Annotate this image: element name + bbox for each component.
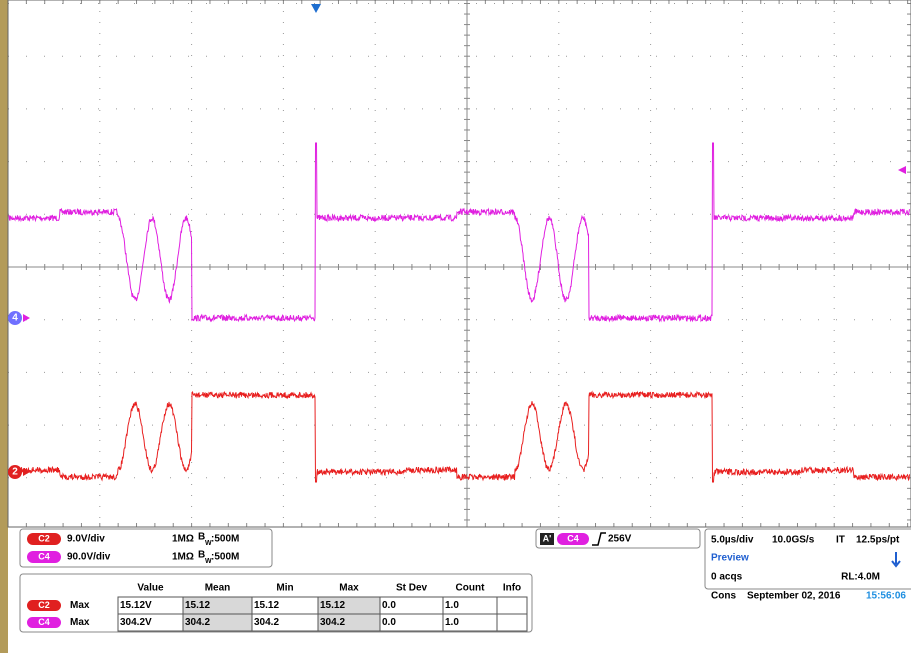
left-strip <box>0 0 8 653</box>
trace <box>8 142 910 323</box>
trigger-level <box>898 166 906 174</box>
cell-value: 304.2 <box>254 617 279 628</box>
acqs: 0 acqs <box>711 572 743 583</box>
cell-value: 304.2V <box>120 617 152 628</box>
time: 15:56:06 <box>866 591 906 602</box>
timebase-scale: 5.0µs/div <box>711 535 754 546</box>
row-badge <box>27 600 61 611</box>
cell-value: 1.0 <box>445 617 459 628</box>
ch4-bw: B <box>198 550 205 561</box>
ch2-arrow <box>23 468 30 476</box>
trigger-source: C4 <box>567 533 579 543</box>
ch2-marker <box>8 465 22 479</box>
cell-value: 304.2 <box>185 617 210 628</box>
screen-border <box>7 0 911 528</box>
measurement-table: Value Mean Min Max St Dev Count Info C2 Max 15.12… <box>19 573 533 633</box>
row-type: Max <box>70 617 90 628</box>
ch4-marker-label: 4 <box>12 313 18 324</box>
ch4-impedance: 1MΩ <box>172 552 194 563</box>
trigger-box: A' C4 256V <box>535 528 701 549</box>
cell-value: 304.2 <box>320 617 345 628</box>
ch2-bw: B <box>198 532 205 543</box>
cell-value: 0.0 <box>382 600 396 611</box>
ch2-impedance: 1MΩ <box>172 534 194 545</box>
ch2-bw-value: :500M <box>211 534 239 545</box>
row-type: Max <box>70 600 90 611</box>
trigger-badge <box>540 533 554 545</box>
cell-value: 0.0 <box>382 617 396 628</box>
ch4-badge <box>27 551 61 563</box>
cell-value: 15.12 <box>320 600 345 611</box>
trigger-source-badge <box>557 533 589 545</box>
waveforms <box>8 142 910 483</box>
graticule <box>7 0 911 528</box>
channel-box: C2 9.0V/div 1MΩ B W :500M C4 90.0V/div 1… <box>19 528 273 568</box>
channel-frame <box>19 528 273 568</box>
trace <box>8 390 910 483</box>
mode: IT <box>836 535 845 546</box>
edge-icon <box>592 532 606 546</box>
status: Preview <box>711 553 749 564</box>
status-icon <box>891 552 901 568</box>
ch4-bw-sub: W <box>205 558 212 565</box>
resolution: 12.5ps/pt <box>856 535 900 546</box>
timebase-box: 5.0µs/div 10.0GS/s IT 12.5ps/pt Preview … <box>704 528 911 602</box>
column-header: St Dev <box>396 583 428 594</box>
cell-value: 15.12 <box>185 600 210 611</box>
ch2-bw-sub: W <box>205 540 212 547</box>
row-channel: C4 <box>38 617 50 627</box>
cell-value: 1.0 <box>445 600 459 611</box>
trigger-badge-label: A' <box>543 533 552 543</box>
date: September 02, 2016 <box>747 591 841 602</box>
column-header: Count <box>456 583 486 594</box>
ch4-bw-value: :500M <box>211 552 239 563</box>
column-header: Mean <box>205 583 231 594</box>
trigger-level-label: 256V <box>608 534 632 545</box>
row-channel: C2 <box>38 600 50 610</box>
cell <box>496 596 528 615</box>
column-header: Min <box>276 583 293 594</box>
record-length: RL:4.0M <box>841 572 880 583</box>
cell-value: 15.12V <box>120 600 152 611</box>
ch4-marker <box>8 311 22 325</box>
ch2-badge <box>27 533 61 545</box>
ch2-badge-label: C2 <box>38 533 50 543</box>
timebase-frame <box>704 528 911 590</box>
ch4-badge-label: C4 <box>38 551 50 561</box>
ch4-arrow <box>23 314 30 322</box>
ch4-scale: 90.0V/div <box>67 552 111 563</box>
run-mode: Cons <box>711 591 736 602</box>
column-header: Info <box>503 583 521 594</box>
cell-value: 15.12 <box>254 600 279 611</box>
sample-rate: 10.0GS/s <box>772 535 815 546</box>
column-header: Max <box>339 583 359 594</box>
row-badge <box>27 617 61 628</box>
column-header: Value <box>137 583 164 594</box>
ch2-scale: 9.0V/div <box>67 534 105 545</box>
cell <box>496 613 528 632</box>
trigger-position <box>311 4 321 13</box>
ch2-marker-label: 2 <box>12 467 18 478</box>
